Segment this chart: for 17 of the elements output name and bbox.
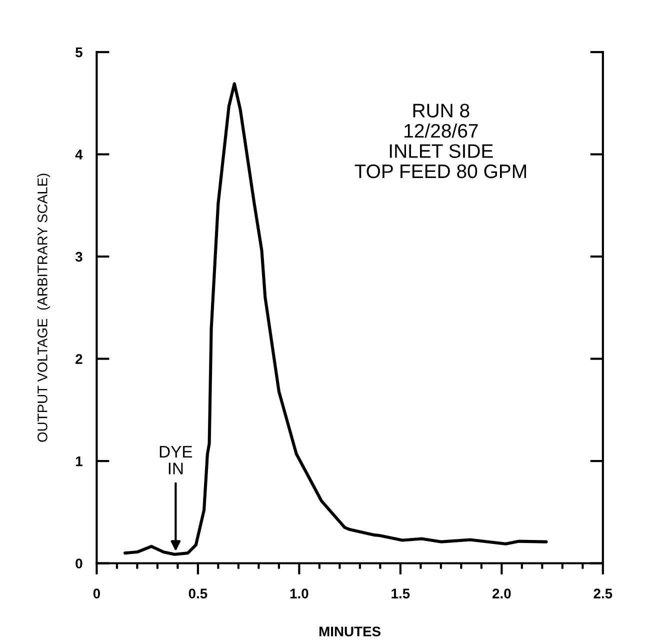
y-tick-label: 4 — [75, 150, 83, 160]
x-axis-title: MINUTES — [319, 626, 381, 636]
x-tick-label: 0 — [93, 588, 100, 598]
annotation: RUN 8 12/28/67 INLET SIDE TOP FEED 80 GPM — [354, 104, 526, 178]
y-axis-title: OUTPUT VOLTAGE (ARBITRARY SCALE) — [37, 174, 50, 442]
y-tick-label: 0 — [76, 558, 82, 568]
y-tick-label: 2 — [76, 354, 82, 364]
y-tick-label: 1 — [76, 456, 82, 466]
x-tick-label: 0.5 — [188, 588, 208, 598]
x-tick-label: 2.5 — [594, 588, 612, 598]
y-tick-label: 3 — [75, 252, 82, 262]
x-tick-label: 1.5 — [392, 588, 410, 598]
line-series — [124, 82, 548, 556]
annotation: DYE IN — [160, 446, 192, 474]
x-tick-label: 2.0 — [492, 588, 511, 598]
y-tick-label: 5 — [76, 48, 82, 58]
x-tick-label: 1.0 — [290, 588, 308, 598]
